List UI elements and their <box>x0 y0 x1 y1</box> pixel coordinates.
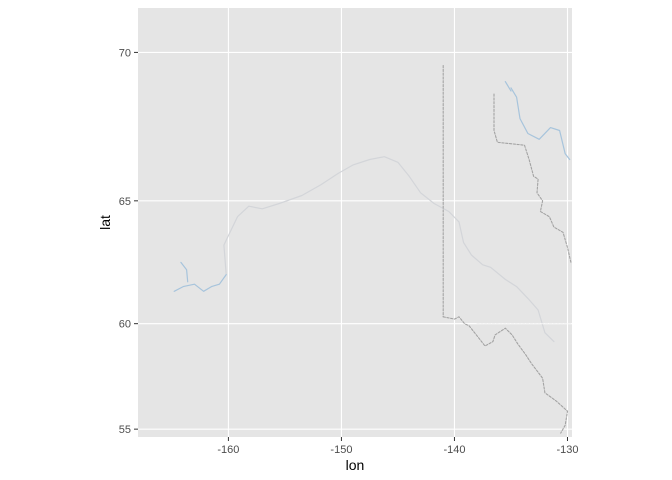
river-line-3 <box>510 87 571 161</box>
plot-panel <box>138 8 572 437</box>
x-tick-label: -150 <box>330 444 352 456</box>
x-tick-label: -160 <box>217 444 239 456</box>
x-tick-label: -140 <box>443 444 465 456</box>
grid-lines <box>138 8 572 437</box>
y-tick-label: 60 <box>119 319 131 331</box>
border-line-6 <box>442 316 569 434</box>
y-axis-title: lat <box>97 215 113 230</box>
y-tick-label: 70 <box>119 47 131 59</box>
x-tick-label: -130 <box>556 444 578 456</box>
y-axis-ticks: 55 60 65 70 <box>119 47 138 436</box>
y-tick-label: 55 <box>119 424 131 436</box>
x-axis-title: lon <box>346 457 365 473</box>
y-tick-label: 65 <box>119 196 131 208</box>
map-features <box>173 64 572 434</box>
river-line-1 <box>173 274 227 292</box>
border-line-7 <box>493 93 572 263</box>
river-line-0 <box>223 156 555 343</box>
river-line-4 <box>504 81 512 92</box>
x-axis-ticks: -160 -150 -140 -130 <box>217 437 578 456</box>
river-line-2 <box>180 261 189 283</box>
